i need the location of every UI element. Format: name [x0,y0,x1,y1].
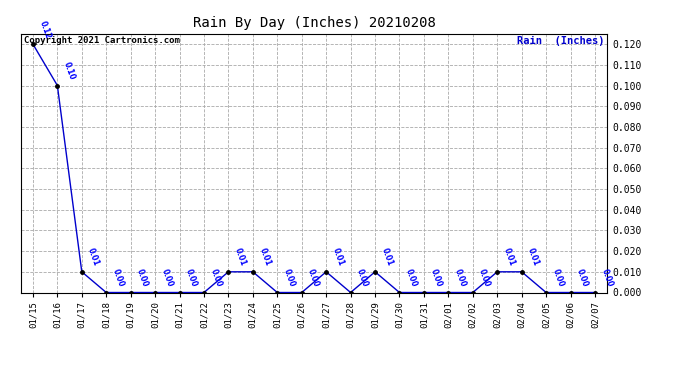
Text: 0.00: 0.00 [428,268,443,288]
Text: 0.00: 0.00 [208,268,223,288]
Text: 0.01: 0.01 [380,247,394,268]
Text: 0.01: 0.01 [233,247,248,268]
Text: 0.00: 0.00 [110,268,126,288]
Title: Rain By Day (Inches) 20210208: Rain By Day (Inches) 20210208 [193,16,435,30]
Text: 0.00: 0.00 [306,268,321,288]
Text: 0.00: 0.00 [159,268,175,288]
Text: 0.00: 0.00 [600,268,614,288]
Text: 0.00: 0.00 [575,268,590,288]
Text: 0.00: 0.00 [184,268,199,288]
Text: 0.01: 0.01 [502,247,516,268]
Text: 0.01: 0.01 [526,247,541,268]
Text: 0.00: 0.00 [355,268,370,288]
Text: 0.00: 0.00 [135,268,150,288]
Text: 0.01: 0.01 [86,247,101,268]
Text: 0.01: 0.01 [331,247,346,268]
Text: 0.00: 0.00 [477,268,492,288]
Text: 0.01: 0.01 [257,247,272,268]
Text: 0.00: 0.00 [551,268,565,288]
Text: 0.12: 0.12 [37,20,52,40]
Text: 0.00: 0.00 [404,268,419,288]
Text: 0.10: 0.10 [62,61,77,81]
Text: 0.00: 0.00 [453,268,468,288]
Text: 0.00: 0.00 [282,268,297,288]
Text: Rain  (Inches): Rain (Inches) [517,36,604,46]
Text: Copyright 2021 Cartronics.com: Copyright 2021 Cartronics.com [23,36,179,45]
